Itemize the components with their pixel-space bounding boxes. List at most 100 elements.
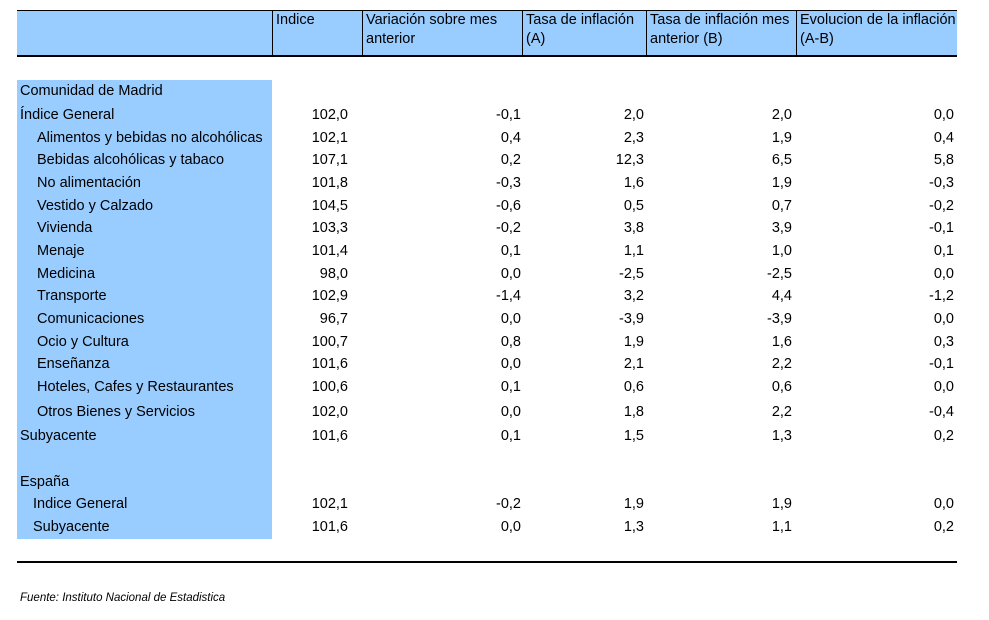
table-row: Otros Bienes y Servicios 102,0 0,0 1,8 2,2 -0… — [17, 401, 957, 423]
cell-value: 101,6 — [311, 428, 348, 444]
cell-value: 100,6 — [311, 379, 348, 395]
row-label: Índice General — [20, 107, 115, 123]
cell-value: 0,4 — [933, 130, 954, 146]
cell-value: 102,1 — [311, 496, 348, 512]
table-row: Bebidas alcohólicas y tabaco 107,1 0,2 12,3… — [17, 149, 957, 171]
cell-value: -2,5 — [767, 266, 792, 282]
cell-value: 0,0 — [933, 379, 954, 395]
cell-value: 1,3 — [623, 519, 644, 535]
cell-value: -3,9 — [619, 311, 644, 327]
cell-value: 2,3 — [623, 130, 644, 146]
cell-value: 0,4 — [500, 130, 521, 146]
row-label: Medicina — [37, 266, 96, 282]
cell-value: 3,8 — [623, 220, 644, 236]
row-label: Bebidas alcohólicas y tabaco — [37, 152, 225, 168]
cell-value: 12,3 — [615, 152, 644, 168]
cell-value: -0,3 — [496, 175, 521, 191]
cell-value: 5,8 — [933, 152, 954, 168]
cell-value: 0,5 — [623, 198, 644, 214]
cell-value: -0,1 — [929, 220, 954, 236]
section-title-label: España — [20, 474, 70, 490]
table-row: Ocio y Cultura 100,7 0,8 1,9 1,6 0,3 — [17, 331, 957, 353]
table-row: Menaje 101,4 0,1 1,1 1,0 0,1 — [17, 240, 957, 262]
cell-value: 0,0 — [933, 496, 954, 512]
cell-value: 0,2 — [933, 428, 954, 444]
row-label: Hoteles, Cafes y Restaurantes — [37, 379, 234, 395]
cell-value: 1,8 — [623, 404, 644, 420]
table-row: Vestido y Calzado 104,5 -0,6 0,5 0,7 -0,2 — [17, 195, 957, 217]
cell-value: 0,6 — [623, 379, 644, 395]
cell-value: 1,9 — [771, 175, 792, 191]
cell-value: -2,5 — [619, 266, 644, 282]
row-label: Comunicaciones — [37, 311, 145, 327]
cell-value: -0,2 — [496, 220, 521, 236]
cell-value: 0,0 — [933, 107, 954, 123]
table-row: Alimentos y bebidas no alcohólicas 102,1 0… — [17, 127, 957, 149]
row-label: Vestido y Calzado — [37, 198, 154, 214]
row-label: No alimentación — [37, 175, 141, 191]
table-row: Indice General 102,1 -0,2 1,9 1,9 0,0 — [17, 493, 957, 515]
table-row: Subyacente 101,6 0,1 1,5 1,3 0,2 — [17, 425, 957, 447]
cell-value: 0,2 — [500, 152, 521, 168]
cell-value: 6,5 — [771, 152, 792, 168]
cell-value: 1,9 — [771, 130, 792, 146]
cell-value: 107,1 — [311, 152, 348, 168]
cell-value: 101,6 — [311, 519, 348, 535]
cell-value: 1,0 — [771, 243, 792, 259]
header-variacion: Variación sobre mes anterior — [362, 10, 522, 57]
row-label: Otros Bienes y Servicios — [37, 404, 195, 420]
cell-value: 2,2 — [771, 404, 792, 420]
cell-value: -0,2 — [496, 496, 521, 512]
cell-value: 101,8 — [311, 175, 348, 191]
row-label: Ocio y Cultura — [37, 334, 129, 350]
cell-value: 0,0 — [933, 311, 954, 327]
table-row: Vivienda 103,3 -0,2 3,8 3,9 -0,1 — [17, 217, 957, 239]
cell-value: 0,0 — [500, 266, 521, 282]
cell-value: 0,6 — [771, 379, 792, 395]
cell-value: -0,4 — [929, 404, 954, 420]
cell-value: 1,9 — [623, 496, 644, 512]
cell-value: -1,4 — [496, 288, 521, 304]
cell-value: 100,7 — [311, 334, 348, 350]
table-bottom-rule — [17, 561, 957, 563]
cell-value: 102,9 — [311, 288, 348, 304]
cell-value: 0,0 — [500, 356, 521, 372]
table-row: Transporte 102,9 -1,4 3,2 4,4 -1,2 — [17, 285, 957, 307]
cell-value: 1,1 — [771, 519, 792, 535]
cell-value: 98,0 — [319, 266, 348, 282]
cell-value: 103,3 — [311, 220, 348, 236]
cell-value: 102,0 — [311, 107, 348, 123]
table-row: Índice General 102,0 -0,1 2,0 2,0 0,0 — [17, 104, 957, 126]
cell-value: -0,3 — [929, 175, 954, 191]
section-title-label: Comunidad de Madrid — [20, 83, 163, 99]
cell-value: -0,6 — [496, 198, 521, 214]
header-indice: Indice — [272, 10, 362, 57]
cell-value: 101,4 — [311, 243, 348, 259]
table-row: Medicina 98,0 0,0 -2,5 -2,5 0,0 — [17, 263, 957, 285]
header-tasa-a: Tasa de inflación (A) — [522, 10, 646, 57]
cell-value: 4,4 — [771, 288, 792, 304]
cell-value: 0,3 — [933, 334, 954, 350]
table-row: Enseñanza 101,6 0,0 2,1 2,2 -0,1 — [17, 353, 957, 375]
header-tasa-b: Tasa de inflación mes anterior (B) — [646, 10, 796, 57]
cell-value: 104,5 — [311, 198, 348, 214]
cell-value: 2,0 — [623, 107, 644, 123]
cell-value: 2,2 — [771, 356, 792, 372]
cell-value: 0,7 — [771, 198, 792, 214]
cell-value: 1,3 — [771, 428, 792, 444]
row-label: Enseñanza — [37, 356, 110, 372]
section-title: España — [17, 471, 957, 493]
cell-value: 102,0 — [311, 404, 348, 420]
cell-value: 101,6 — [311, 356, 348, 372]
row-label: Subyacente — [20, 428, 97, 444]
header-evolucion: Evolucion de la inflación (A-B) — [796, 10, 957, 57]
cell-value: 1,1 — [623, 243, 644, 259]
cell-value: 1,5 — [623, 428, 644, 444]
cell-value: -0,1 — [929, 356, 954, 372]
row-label: Alimentos y bebidas no alcohólicas — [37, 130, 263, 146]
row-label: Subyacente — [33, 519, 110, 535]
cell-value: 1,6 — [623, 175, 644, 191]
table-row: Subyacente 101,6 0,0 1,3 1,1 0,2 — [17, 516, 957, 538]
row-label: Vivienda — [37, 220, 93, 236]
cell-value: -3,9 — [767, 311, 792, 327]
